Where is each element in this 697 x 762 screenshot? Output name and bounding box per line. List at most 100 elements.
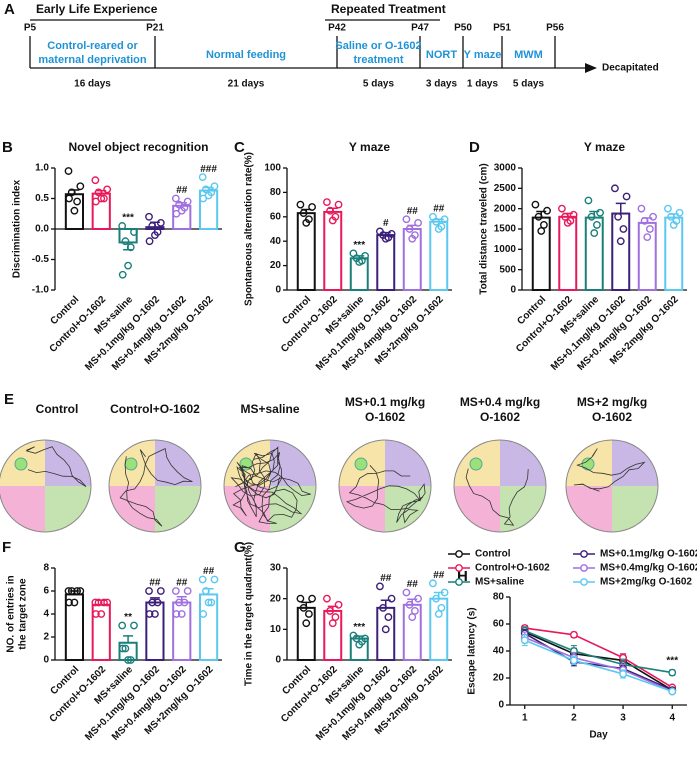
data-point — [118, 644, 127, 653]
data-point — [531, 200, 540, 209]
y-tick-label: 1.0 — [35, 163, 49, 174]
data-point — [569, 210, 578, 219]
data-point — [118, 222, 127, 230]
y-tick-label: 1500 — [494, 224, 517, 235]
data-point — [331, 613, 340, 621]
data-point — [199, 610, 208, 618]
data-point — [334, 200, 343, 209]
series-line — [524, 627, 673, 689]
duration-label: 5 days — [363, 79, 395, 90]
y-tick-label: 80 — [270, 187, 282, 198]
y-tick-label: 1000 — [494, 244, 517, 255]
track-title: O-1602 — [480, 410, 520, 424]
bar — [64, 593, 85, 662]
track-title: MS+2 mg/kg — [577, 395, 647, 409]
y-axis-label: Escape latency (s) — [467, 607, 478, 694]
data-point — [299, 209, 308, 218]
data-point — [646, 225, 654, 233]
track-title: O-1602 — [592, 410, 632, 424]
data-point — [118, 270, 127, 279]
quadrant — [500, 486, 546, 532]
significance: ## — [433, 203, 445, 214]
significance: ## — [176, 578, 188, 589]
data-point — [172, 610, 181, 618]
data-point — [172, 209, 181, 218]
data-point — [207, 598, 216, 607]
y-tick-label: 4 — [43, 609, 49, 620]
phase-label: Repeated Treatment — [331, 2, 446, 16]
duration-label: 21 days — [228, 79, 265, 90]
y-tick-label: 30 — [270, 563, 282, 574]
data-point — [145, 237, 154, 246]
track-map — [453, 439, 547, 533]
significance: ## — [433, 570, 445, 581]
legend-label: MS+2mg/kg O-1602 — [600, 577, 692, 588]
quadrant — [612, 486, 658, 532]
data-point — [198, 173, 207, 182]
data-point — [384, 613, 393, 621]
data-point — [328, 216, 337, 225]
data-point — [171, 194, 180, 203]
data-point — [145, 610, 154, 618]
panel-label: A — [4, 1, 15, 18]
data-point — [103, 598, 112, 607]
data-point — [408, 234, 417, 243]
panel-label: E — [4, 391, 14, 408]
track-title: Control — [36, 402, 79, 416]
panel-label: H — [457, 568, 468, 585]
x-tick-label: 3 — [620, 713, 626, 724]
platform — [354, 457, 368, 471]
activity-label: NORT — [426, 49, 457, 61]
data-point — [561, 212, 569, 221]
series-line — [524, 639, 673, 693]
significance: ### — [200, 164, 217, 175]
track-map — [338, 439, 432, 533]
y-axis-label: NO. of entries in — [6, 575, 17, 652]
data-point — [308, 203, 316, 211]
data-point — [664, 204, 672, 213]
y-tick-label: 2500 — [494, 183, 517, 194]
data-point — [76, 182, 85, 191]
significance: ** — [124, 612, 132, 623]
quadrant — [454, 486, 500, 532]
data-point — [596, 208, 604, 217]
data-point — [67, 587, 76, 595]
track-map — [108, 439, 202, 533]
data-point — [121, 237, 130, 246]
activity-label: Y maze — [464, 49, 502, 61]
data-point — [537, 227, 546, 235]
data-point — [334, 600, 343, 609]
y-tick-label: 500 — [499, 264, 516, 275]
swim-track — [465, 468, 529, 526]
duration-label: 1 days — [467, 79, 499, 90]
y-tick-label: 3000 — [494, 163, 517, 174]
bar — [402, 228, 422, 291]
significance: *** — [353, 622, 365, 633]
data-point — [67, 188, 76, 197]
data-point — [622, 192, 631, 201]
bar — [91, 603, 111, 661]
x-tick-label: 1 — [522, 713, 528, 724]
age-label: P42 — [328, 23, 346, 34]
age-label: P5 — [24, 23, 37, 34]
data-point — [429, 579, 437, 588]
data-point — [171, 587, 180, 595]
quadrant — [45, 486, 91, 532]
data-point — [121, 644, 130, 653]
track-map — [223, 439, 317, 533]
y-tick-label: 20 — [493, 673, 505, 684]
timeline-arrow — [585, 63, 597, 73]
significance: *** — [666, 656, 678, 667]
data-point — [587, 212, 596, 221]
data-point — [126, 243, 135, 252]
data-point — [563, 218, 572, 227]
data-point — [100, 598, 108, 607]
data-point — [675, 208, 684, 217]
x-tick-label: 4 — [669, 713, 675, 724]
series-line — [524, 630, 673, 674]
data-point — [616, 237, 625, 246]
quadrant — [270, 486, 316, 532]
data-point — [151, 610, 159, 618]
data-point — [432, 594, 440, 603]
pool — [565, 439, 659, 533]
